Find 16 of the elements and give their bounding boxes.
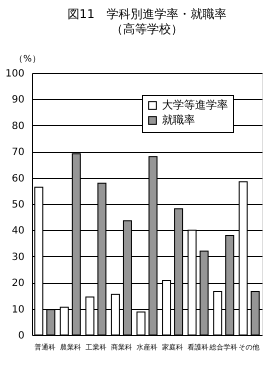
- legend-label: 大学等進学率: [162, 98, 228, 112]
- y-tick-label: 70: [12, 147, 24, 158]
- y-tick-label: 60: [12, 173, 24, 184]
- chart-title: 図11 学科別進学率・就職率: [67, 7, 227, 21]
- y-tick-label: 0: [18, 330, 24, 342]
- y-axis-title: （%）: [14, 54, 41, 64]
- y-tick-label: 100: [5, 68, 24, 80]
- legend-label: 就職率: [162, 114, 195, 126]
- y-tick-label: 80: [12, 120, 24, 132]
- chart-subtitle: （高等学校）: [111, 22, 183, 36]
- y-tick-label: 40: [12, 226, 24, 237]
- y-tick-label: 20: [12, 278, 24, 290]
- y-tick-label: 50: [12, 200, 24, 210]
- y-tick-label: 30: [12, 252, 24, 263]
- y-tick-label: 90: [12, 94, 24, 106]
- y-tick-label: 10: [12, 304, 24, 316]
